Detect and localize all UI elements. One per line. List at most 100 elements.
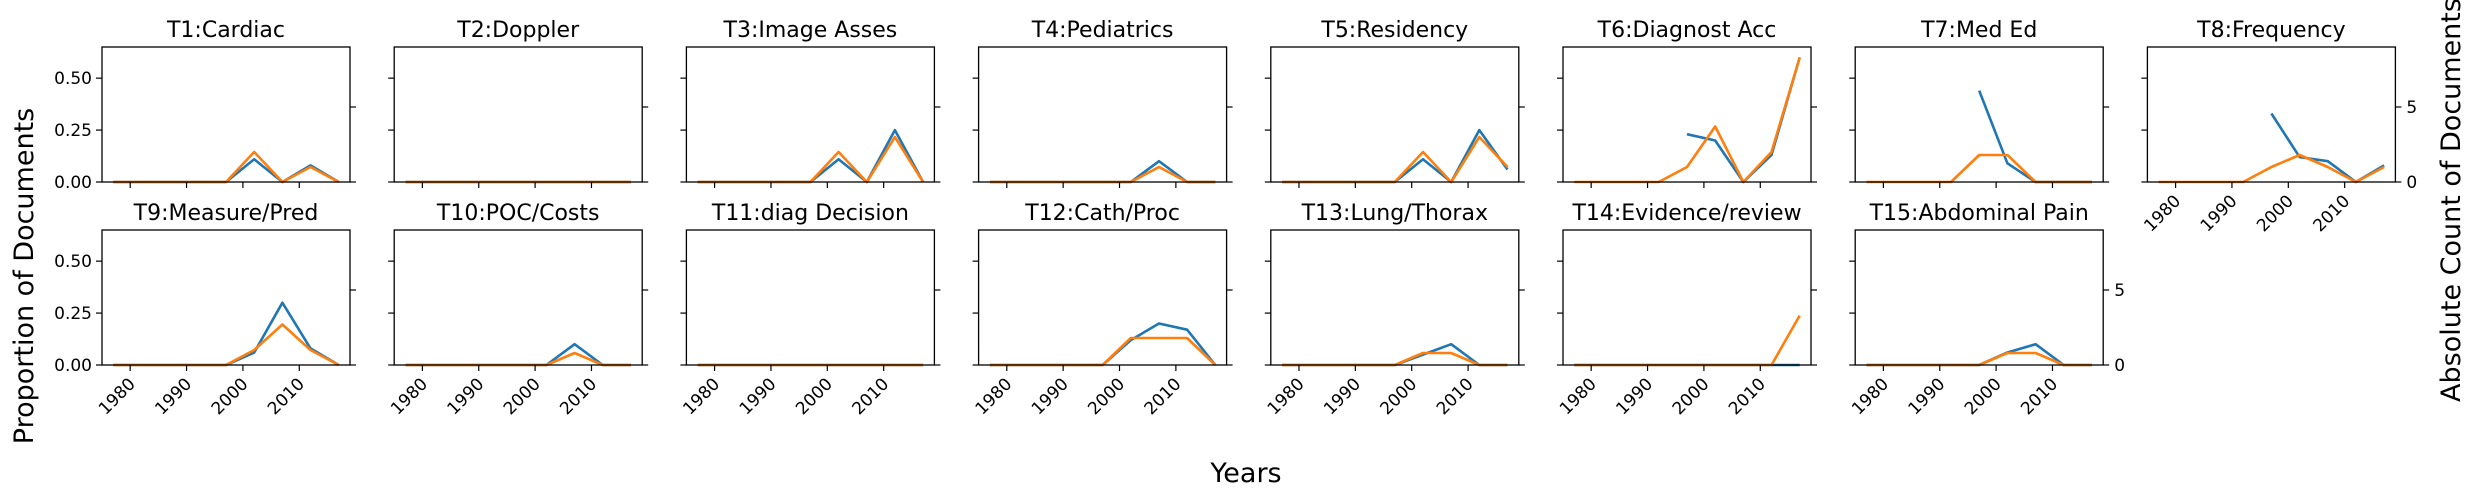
- proportion-line: [2270, 112, 2385, 184]
- y-axis-label-left: Proportion of Documents: [9, 108, 40, 444]
- count-line: [113, 150, 340, 184]
- x-tick-label: 2010: [556, 374, 601, 419]
- count-line: [989, 336, 1217, 367]
- subplot-t6: T6:Diagnost Acc: [1557, 18, 1817, 188]
- subplot-title: T12:Cath/Proc: [1024, 201, 1180, 226]
- subplot-grid: T1:Cardiac 0.00 0.25 0.50 T2:Doppler T3:Image…: [54, 18, 2417, 419]
- x-tick-label: 1980: [1848, 374, 1893, 419]
- plot-frame: [101, 46, 351, 183]
- plot-frame: [977, 229, 1228, 366]
- count-line: [989, 165, 1216, 184]
- subplot-t7: T7:Med Ed: [1849, 18, 2110, 188]
- x-tick-label: 2010: [1725, 374, 1770, 419]
- plot-frame: [1562, 229, 1812, 366]
- subplot-title: T14:Evidence/review: [1571, 201, 1801, 226]
- proportion-line: [1282, 128, 1509, 184]
- subplot-title: T1:Cardiac: [166, 18, 285, 43]
- x-tick-label: 1980: [2140, 191, 2185, 236]
- plot-frame: [1854, 46, 2104, 183]
- x-tick-label: 1990: [1028, 374, 1073, 419]
- count-line: [113, 323, 340, 367]
- y-tick-label-right: 0: [2114, 356, 2125, 376]
- y-tick-label-right: 5: [2114, 281, 2125, 301]
- subplot-title: T4:Pediatrics: [1031, 18, 1174, 43]
- proportion-line: [989, 322, 1217, 367]
- subplot-title: T15:Abdominal Pain: [1869, 201, 2089, 226]
- plot-frame: [2146, 46, 2397, 183]
- x-tick-label: 1980: [679, 374, 724, 419]
- y-tick-label-left: 0.25: [54, 121, 92, 141]
- plot-frame: [977, 46, 1228, 183]
- x-tick-label: 2000: [1084, 374, 1129, 419]
- y-axis-label-right: Absolute Count of Documents: [2436, 0, 2467, 402]
- subplot-t10: T10:POC/Costs 1980 1990 2000 2010: [387, 201, 649, 419]
- x-tick-label: 1990: [1320, 374, 1365, 419]
- subplot-title: T2:Doppler: [456, 18, 580, 43]
- x-tick-label: 1980: [387, 374, 432, 419]
- count-line: [405, 351, 631, 367]
- subplot-t3: T3:Image Asses: [680, 18, 941, 188]
- plot-frame: [1854, 229, 2104, 366]
- x-tick-label: 2010: [2017, 374, 2062, 419]
- count-line: [1866, 351, 2092, 367]
- subplot-title: T10:POC/Costs: [436, 201, 600, 226]
- x-tick-label: 2000: [1377, 374, 1422, 419]
- subplot-title: T8:Frequency: [2196, 18, 2346, 43]
- subplot-t2: T2:Doppler: [388, 18, 649, 188]
- x-tick-label: 2000: [208, 374, 253, 419]
- x-tick-label: 2000: [1961, 374, 2006, 419]
- subplot-t14: T14:Evidence/review 1980 1990 2000 2010: [1556, 201, 1817, 419]
- plot-frame: [1270, 229, 1520, 366]
- proportion-line: [1977, 90, 2092, 184]
- count-line: [1282, 351, 1508, 367]
- plot-frame: [685, 46, 936, 183]
- x-tick-label: 1990: [1612, 374, 1657, 419]
- plot-frame: [685, 229, 936, 366]
- subplot-t11: T11:diag Decision 1980 1990 2000 2010: [679, 201, 941, 419]
- x-tick-label: 2010: [264, 374, 309, 419]
- x-tick-label: 1990: [151, 374, 196, 419]
- subplot-t15: T15:Abdominal Pain 1980 1990 2000 2010 0 5: [1848, 201, 2125, 419]
- x-tick-label: 1980: [972, 374, 1017, 419]
- plot-frame: [101, 229, 351, 366]
- x-tick-label: 2010: [1141, 374, 1186, 419]
- subplot-t1: T1:Cardiac 0.00 0.25 0.50: [54, 18, 356, 193]
- count-line: [1574, 57, 1801, 184]
- x-tick-label: 1980: [95, 374, 140, 419]
- x-tick-label: 2010: [848, 374, 893, 419]
- y-tick-label-left: 0.25: [54, 304, 92, 324]
- subplot-title: T6:Diagnost Acc: [1597, 18, 1777, 43]
- proportion-line: [697, 128, 925, 184]
- subplot-title: T9:Measure/Pred: [133, 201, 319, 226]
- x-tick-label: 2000: [1669, 374, 1714, 419]
- x-tick-label: 2000: [500, 374, 545, 419]
- x-tick-label: 1990: [1905, 374, 1950, 419]
- subplot-t8: T8:Frequency 1980 1990 2000 2010 0 5: [2140, 18, 2417, 236]
- y-tick-label-left: 0.00: [54, 356, 92, 376]
- y-tick-label-right: 0: [2406, 173, 2417, 193]
- count-line: [697, 135, 925, 184]
- count-line: [1866, 153, 2092, 184]
- x-tick-label: 1990: [444, 374, 489, 419]
- subplot-title: T7:Med Ed: [1920, 18, 2037, 43]
- subplot-t5: T5:Residency: [1264, 18, 1525, 188]
- x-tick-label: 1990: [2197, 191, 2242, 236]
- subplot-t13: T13:Lung/Thorax 1980 1990 2000 2010: [1264, 201, 1525, 419]
- proportion-line: [113, 301, 340, 367]
- subplot-title: T13:Lung/Thorax: [1301, 201, 1488, 226]
- subplot-t12: T12:Cath/Proc 1980 1990 2000 2010: [972, 201, 1233, 419]
- x-tick-label: 2010: [2309, 191, 2354, 236]
- x-tick-label: 1990: [736, 374, 781, 419]
- plot-frame: [1562, 46, 1812, 183]
- x-tick-label: 1980: [1556, 374, 1601, 419]
- y-tick-label-left: 0.50: [54, 69, 92, 89]
- subplot-title: T11:diag Decision: [711, 201, 909, 226]
- subplot-title: T3:Image Asses: [723, 18, 898, 43]
- count-line: [2158, 153, 2385, 184]
- y-tick-label-left: 0.50: [54, 252, 92, 272]
- x-tick-label: 2010: [1433, 374, 1478, 419]
- y-tick-label-left: 0.00: [54, 173, 92, 193]
- plot-frame: [393, 46, 643, 183]
- proportion-line: [1686, 57, 1801, 184]
